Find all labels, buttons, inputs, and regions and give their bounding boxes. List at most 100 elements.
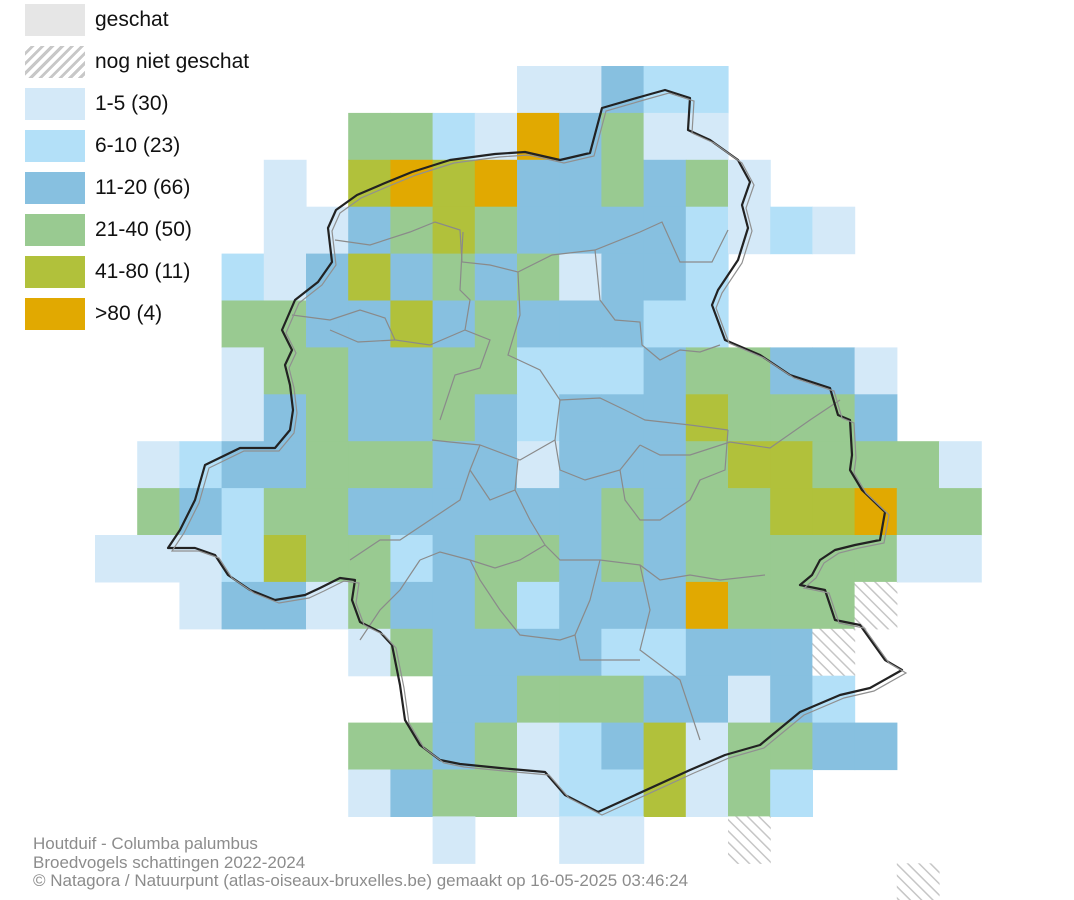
grid-cell-c1 xyxy=(812,206,856,255)
grid-cell-c3 xyxy=(390,394,434,442)
grid-cell-c1 xyxy=(263,253,307,302)
grid-cell-c1 xyxy=(432,816,476,864)
grid-cell-c5 xyxy=(263,535,307,583)
grid-cell-c3 xyxy=(221,581,265,630)
grid-cell-c1 xyxy=(517,441,560,489)
grid-cell-c2 xyxy=(770,769,813,817)
grid-cell-c1 xyxy=(939,535,982,583)
grid-cell-c3 xyxy=(474,253,518,302)
grid-cell-c1 xyxy=(179,535,223,583)
grid-cell-c4 xyxy=(854,535,898,583)
grid-cell-c1 xyxy=(221,394,265,442)
grid-cell-c5 xyxy=(770,488,813,536)
grid-cell-c4 xyxy=(474,769,518,817)
grid-cell-c3 xyxy=(390,488,434,536)
grid-cell-c1 xyxy=(559,816,602,864)
credit-line: © Natagora / Natuurpunt (atlas-oiseaux-b… xyxy=(33,871,689,890)
grid-cell-c3 xyxy=(348,488,391,536)
grid-cell-c6 xyxy=(854,488,898,536)
grid-cell-c3 xyxy=(517,300,560,348)
legend-label: 6-10 (23) xyxy=(95,134,181,157)
grid-cell-c4 xyxy=(685,488,729,536)
grid-cell-c1 xyxy=(601,816,645,864)
grid-cell-c4 xyxy=(474,581,518,630)
grid-cell-c3 xyxy=(770,628,813,677)
grid-cell-c1 xyxy=(896,535,940,583)
grid-cell-c3 xyxy=(559,159,602,208)
grid-cell-c1 xyxy=(559,66,602,114)
grid-cell-c3 xyxy=(474,488,518,536)
grid-cell-c4 xyxy=(812,441,856,489)
grid-cell-c3 xyxy=(263,394,307,442)
grid-cell-c1 xyxy=(221,347,265,395)
legend-item-c5: 41-80 (11) xyxy=(25,256,325,290)
grid-cell-c4 xyxy=(348,535,391,583)
grid-cell-c2 xyxy=(432,112,476,161)
legend-item-geschat: geschat xyxy=(25,4,325,38)
grid-cell-c4 xyxy=(432,769,476,817)
grid-cell-c4 xyxy=(854,441,898,489)
grid-cell-c4 xyxy=(348,722,391,771)
grid-cell-c3 xyxy=(517,206,560,255)
atlas-grid-cells xyxy=(95,66,982,900)
grid-cell-c4 xyxy=(896,441,940,489)
grid-cell-c3 xyxy=(559,300,602,348)
grid-cell-c5 xyxy=(432,159,476,208)
grid-cell-c3 xyxy=(854,394,898,442)
grid-cell-c2 xyxy=(601,347,645,395)
grid-cell-c4 xyxy=(474,535,518,583)
region-boundary-shadow xyxy=(170,92,908,816)
grid-cell-c1 xyxy=(263,206,307,255)
grid-cell-c3 xyxy=(559,628,602,677)
grid-cell-c2 xyxy=(517,394,560,442)
grid-cell-c3 xyxy=(601,581,645,630)
grid-cell-c3 xyxy=(559,394,602,442)
legend-item-c2: 6-10 (23) xyxy=(25,130,325,164)
legend-swatch xyxy=(25,214,85,246)
grid-cell-c4 xyxy=(770,394,813,442)
grid-cell-c4 xyxy=(728,394,771,442)
grid-cell-c4 xyxy=(390,441,434,489)
legend-item-c3: 11-20 (66) xyxy=(25,172,325,206)
legend-item-c1: 1-5 (30) xyxy=(25,88,325,122)
grid-cell-c3 xyxy=(306,300,349,348)
region-boundary xyxy=(166,88,904,814)
grid-cell-c1 xyxy=(517,66,560,114)
grid-cell-c4 xyxy=(474,206,518,255)
grid-cell-c3 xyxy=(770,675,813,724)
grid-cell-c4 xyxy=(685,535,729,583)
grid-cell-c2 xyxy=(221,253,265,302)
grid-cell-c1 xyxy=(517,769,560,817)
legend-label: geschat xyxy=(95,8,169,31)
grid-cell-c2 xyxy=(221,488,265,536)
grid-cell-c4 xyxy=(306,488,349,536)
grid-cell-c4 xyxy=(728,488,771,536)
grid-cell-c1 xyxy=(559,253,602,302)
grid-cell-c3 xyxy=(221,441,265,489)
legend-item-niet: nog niet geschat xyxy=(25,46,325,80)
grid-cell-c3 xyxy=(432,675,476,724)
grid-cell-c4 xyxy=(474,722,518,771)
grid-cell-c4 xyxy=(559,675,602,724)
grid-cell-c2 xyxy=(390,535,434,583)
grid-cell-c4 xyxy=(728,722,771,771)
legend-swatch xyxy=(25,172,85,204)
grid-cell-c3 xyxy=(432,488,476,536)
grid-cell-c4 xyxy=(601,159,645,208)
grid-cell-c4 xyxy=(348,112,391,161)
grid-cell-c4 xyxy=(685,347,729,395)
grid-cell-c1 xyxy=(728,675,771,724)
grid-cell-c4 xyxy=(306,394,349,442)
grid-cell-c5 xyxy=(770,441,813,489)
grid-cell-c1 xyxy=(137,441,180,489)
grid-cell-c4 xyxy=(685,159,729,208)
grid-cell-c4 xyxy=(432,253,476,302)
grid-cell-c3 xyxy=(643,347,687,395)
grid-cell-c3 xyxy=(643,206,687,255)
grid-cell-niet xyxy=(896,863,940,900)
grid-cell-c6 xyxy=(685,581,729,630)
grid-cell-c2 xyxy=(559,347,602,395)
grid-cell-c2 xyxy=(559,722,602,771)
grid-cell-c3 xyxy=(432,535,476,583)
grid-cell-c4 xyxy=(517,535,560,583)
